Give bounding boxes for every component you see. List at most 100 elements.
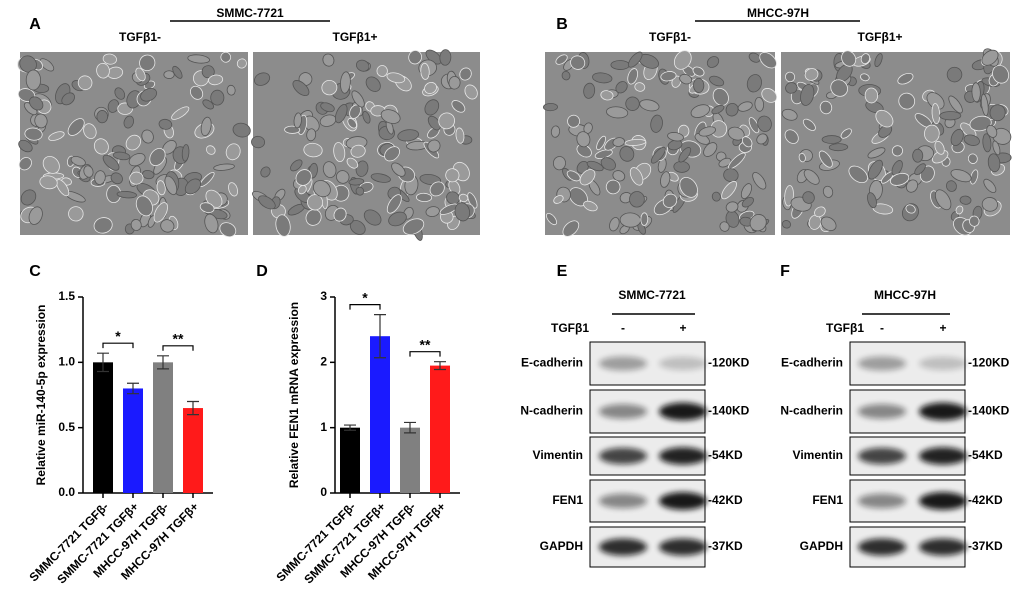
cell (28, 206, 43, 225)
error-bar (374, 314, 386, 359)
cell (759, 52, 777, 69)
significance-label: * (362, 289, 368, 305)
significance-bracket (162, 345, 194, 351)
cell (553, 195, 564, 204)
cell (926, 92, 945, 110)
cell (950, 128, 964, 147)
cell (592, 72, 613, 84)
cell (125, 134, 141, 151)
cell (912, 148, 924, 163)
cell (459, 67, 472, 81)
cell (673, 50, 692, 70)
cell (25, 69, 42, 91)
y-tick-label: 0.5 (58, 420, 75, 434)
cell (624, 138, 647, 146)
cell (297, 185, 307, 195)
lane-label: + (679, 321, 686, 335)
cell (711, 191, 721, 202)
cell (814, 206, 826, 218)
cell (709, 75, 725, 87)
cell (609, 217, 620, 232)
protein-label: Vimentin (533, 448, 583, 462)
cell (950, 169, 972, 183)
cell (552, 156, 566, 171)
y-axis-label: Relative miR-140-5p expression (34, 305, 48, 486)
cell (110, 172, 123, 185)
cell (384, 146, 400, 162)
cell (163, 70, 175, 79)
cell (600, 90, 614, 101)
cell (226, 84, 236, 96)
cell (102, 53, 117, 65)
cell (293, 112, 302, 129)
cell (18, 157, 32, 171)
cell (116, 190, 137, 199)
cell (818, 150, 833, 168)
cell (346, 157, 359, 169)
cell (455, 127, 465, 144)
cell (889, 172, 910, 186)
cell (251, 135, 266, 149)
cell (351, 90, 365, 108)
cell (386, 194, 402, 214)
cell (550, 125, 561, 138)
cell (867, 192, 877, 209)
cell (29, 96, 44, 111)
protein-label: E-cadherin (781, 356, 843, 370)
cell (719, 221, 730, 232)
cell (416, 192, 433, 203)
cell (576, 131, 591, 148)
cell (612, 137, 626, 147)
cell (761, 88, 778, 103)
cell (335, 104, 348, 124)
cell (784, 129, 799, 144)
cell (914, 163, 926, 176)
cell (254, 72, 271, 86)
cell (627, 51, 643, 68)
cell (756, 133, 768, 145)
cell (660, 71, 677, 82)
cell-line-label: SMMC-7721 (618, 288, 686, 302)
cell (112, 151, 131, 161)
blot-band (599, 538, 647, 556)
cell (439, 49, 452, 66)
cell (567, 114, 581, 128)
cell (757, 115, 772, 132)
cell (24, 127, 43, 141)
cell (970, 169, 979, 185)
blot-band (599, 447, 647, 465)
cell (583, 82, 596, 99)
cell (706, 56, 720, 68)
cell (292, 80, 310, 97)
cell (679, 73, 693, 85)
condition-label: TGFβ1+ (333, 30, 378, 44)
cell (934, 189, 952, 211)
cell (822, 185, 834, 198)
cell (579, 169, 596, 186)
cell (18, 139, 33, 153)
cell (77, 75, 93, 91)
lane-label: + (939, 321, 946, 335)
cell (68, 206, 84, 222)
cell (718, 157, 732, 168)
cell (321, 79, 338, 96)
cell (370, 173, 391, 183)
cell (971, 82, 981, 103)
condition-label: TGFβ1+ (858, 30, 903, 44)
cell (420, 62, 430, 80)
panel-letter: F (780, 263, 790, 280)
cell (19, 55, 37, 73)
protein-label: GAPDH (540, 539, 583, 553)
cell (982, 133, 992, 153)
cell (721, 180, 737, 200)
cell (208, 74, 224, 86)
cell (821, 135, 842, 144)
cell (153, 202, 168, 223)
cell (363, 209, 382, 226)
significance-label: ** (420, 336, 431, 352)
cell (712, 87, 729, 106)
y-tick-label: 0 (320, 485, 327, 499)
cell (905, 204, 916, 214)
cell (725, 102, 739, 117)
cell (586, 160, 604, 172)
